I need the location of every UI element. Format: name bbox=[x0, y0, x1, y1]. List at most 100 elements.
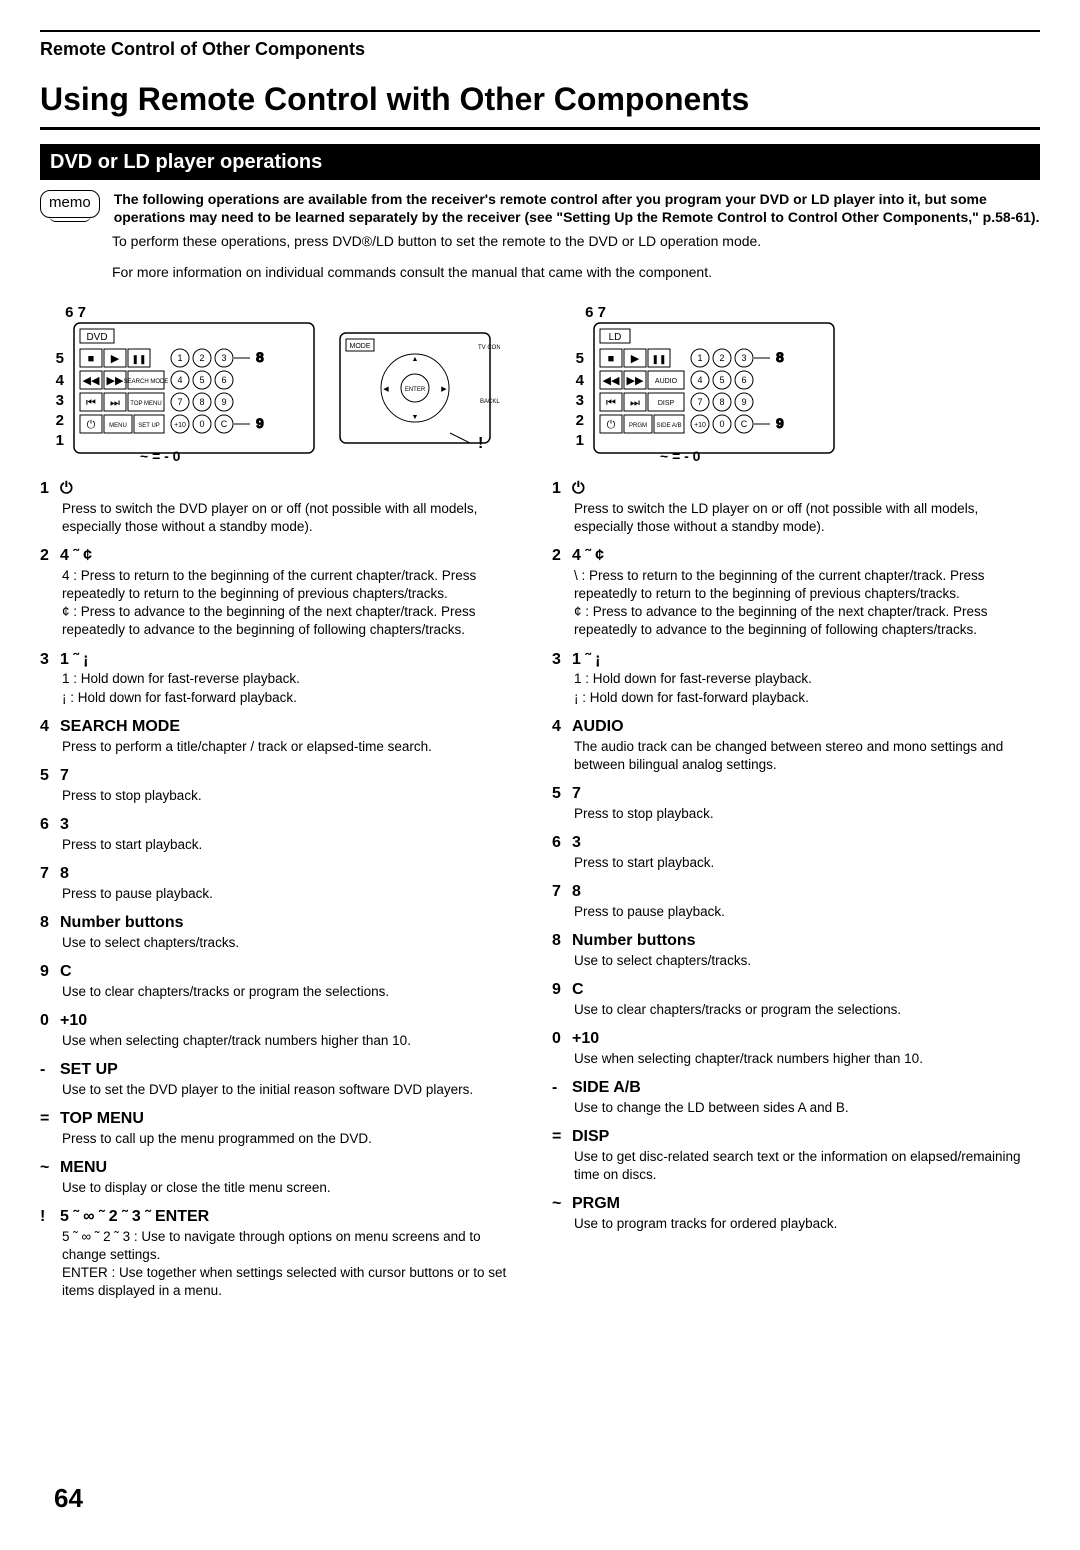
instruction-item: 9CUse to clear chapters/tracks or progra… bbox=[40, 962, 528, 1001]
instruction-label: PRGM bbox=[572, 1195, 620, 1212]
svg-text:AUDIO: AUDIO bbox=[655, 378, 678, 385]
memo-text: The following operations are available f… bbox=[114, 190, 1040, 226]
instruction-body: Press to start playback. bbox=[62, 836, 528, 854]
instruction-body: 5 ˜ ∞ ˜ 2 ˜ 3 : Use to navigate through … bbox=[62, 1228, 528, 1301]
instruction-body: Use to program tracks for ordered playba… bbox=[574, 1215, 1040, 1233]
svg-text:BACKLIGHT: BACKLIGHT bbox=[480, 399, 500, 405]
instruction-head: 78 bbox=[552, 882, 1040, 903]
svg-text:⏻: ⏻ bbox=[607, 419, 616, 431]
instruction-item: 63Press to start playback. bbox=[552, 833, 1040, 872]
svg-text:SET UP: SET UP bbox=[138, 423, 160, 429]
svg-text:LD: LD bbox=[609, 332, 622, 343]
svg-text:MODE: MODE bbox=[350, 343, 371, 350]
svg-text:7: 7 bbox=[697, 397, 702, 407]
memo-line-1: To perform these operations, press DVD®/… bbox=[112, 232, 1040, 250]
svg-text:2: 2 bbox=[56, 412, 64, 429]
instruction-item: 31 ˜ ¡ 1 : Hold down for fast-reverse pla… bbox=[40, 650, 528, 707]
svg-text:5: 5 bbox=[576, 350, 584, 367]
svg-text:▶: ▶ bbox=[441, 386, 447, 393]
svg-text:1: 1 bbox=[576, 432, 584, 449]
svg-text:5: 5 bbox=[199, 375, 204, 385]
instruction-body: Press to start playback. bbox=[574, 854, 1040, 872]
svg-text:3: 3 bbox=[576, 392, 584, 409]
svg-text:ENTER: ENTER bbox=[405, 387, 426, 393]
instruction-item: -SET UPUse to set the DVD player to the … bbox=[40, 1060, 528, 1099]
instruction-label: 1 ˜ ¡ bbox=[60, 651, 88, 668]
instruction-label: SIDE A/B bbox=[572, 1079, 641, 1096]
instruction-label: +10 bbox=[572, 1030, 599, 1047]
svg-text:6 7: 6 7 bbox=[585, 304, 606, 321]
instruction-label: ⏻ bbox=[60, 480, 73, 497]
memo-bold: The following operations are available f… bbox=[114, 191, 1040, 225]
instruction-body: Use to change the LD between sides A and… bbox=[574, 1099, 1040, 1117]
instruction-label: C bbox=[60, 963, 72, 980]
instruction-body: Press to perform a title/chapter / track… bbox=[62, 738, 528, 756]
instruction-head: ~MENU bbox=[40, 1158, 528, 1179]
instruction-body: The audio track can be changed between s… bbox=[574, 738, 1040, 774]
instruction-number: 9 bbox=[552, 980, 572, 1001]
svg-text:9: 9 bbox=[741, 397, 746, 407]
svg-text:8: 8 bbox=[776, 349, 784, 365]
instruction-body: Use to set the DVD player to the initial… bbox=[62, 1081, 528, 1099]
instruction-head: 1⏻ bbox=[40, 479, 528, 500]
svg-text:9: 9 bbox=[256, 415, 264, 431]
diag-top-num: 6 7 bbox=[65, 304, 86, 321]
svg-text:C: C bbox=[741, 419, 748, 429]
instruction-body: Use to clear chapters/tracks or program … bbox=[62, 983, 528, 1001]
svg-text:SIDE A/B: SIDE A/B bbox=[656, 423, 681, 429]
instruction-body: 4 : Press to return to the beginning of … bbox=[62, 567, 528, 640]
instruction-item: ~MENUUse to display or close the title m… bbox=[40, 1158, 528, 1197]
instruction-number: ~ bbox=[40, 1158, 60, 1179]
instruction-body: Use to get disc-related search text or t… bbox=[574, 1148, 1040, 1184]
svg-text:~ = - 0: ~ = - 0 bbox=[140, 448, 181, 463]
svg-text:⏮: ⏮ bbox=[606, 397, 616, 409]
instruction-number: 1 bbox=[552, 479, 572, 500]
memo-line-2: For more information on individual comma… bbox=[112, 263, 1040, 281]
instruction-head: 24 ˜ ¢ bbox=[40, 546, 528, 567]
svg-text:+10: +10 bbox=[174, 422, 186, 429]
svg-text:1: 1 bbox=[56, 432, 64, 449]
instruction-item: -SIDE A/BUse to change the LD between si… bbox=[552, 1078, 1040, 1117]
instruction-number: 1 bbox=[40, 479, 60, 500]
instruction-body: 1 : Hold down for fast-reverse playback.… bbox=[62, 670, 528, 706]
instruction-number: 3 bbox=[40, 650, 60, 671]
instruction-number: 3 bbox=[552, 650, 572, 671]
instruction-number: 6 bbox=[552, 833, 572, 854]
instruction-item: 4SEARCH MODEPress to perform a title/cha… bbox=[40, 717, 528, 756]
instruction-body: Press to call up the menu programmed on … bbox=[62, 1130, 528, 1148]
instruction-head: ~PRGM bbox=[552, 1194, 1040, 1215]
instruction-label: DISP bbox=[572, 1128, 609, 1145]
instruction-number: - bbox=[40, 1060, 60, 1081]
instruction-label: MENU bbox=[60, 1159, 107, 1176]
svg-text:4: 4 bbox=[177, 375, 182, 385]
svg-text:2: 2 bbox=[576, 412, 584, 429]
svg-text:6: 6 bbox=[221, 375, 226, 385]
instruction-head: !5 ˜ ∞ ˜ 2 ˜ 3 ˜ ENTER bbox=[40, 1207, 528, 1228]
svg-text:⏮: ⏮ bbox=[86, 397, 96, 409]
instruction-body: Press to pause playback. bbox=[574, 903, 1040, 921]
instruction-item: 57Press to stop playback. bbox=[552, 784, 1040, 823]
svg-text:~ = - 0: ~ = - 0 bbox=[660, 448, 701, 463]
instruction-body: Press to stop playback. bbox=[574, 805, 1040, 823]
svg-text:6: 6 bbox=[741, 375, 746, 385]
instruction-label: C bbox=[572, 981, 584, 998]
instruction-item: =DISPUse to get disc-related search text… bbox=[552, 1127, 1040, 1184]
instruction-number: 8 bbox=[552, 931, 572, 952]
svg-text:8: 8 bbox=[256, 349, 264, 365]
svg-text:2: 2 bbox=[719, 353, 724, 363]
instruction-number: - bbox=[552, 1078, 572, 1099]
page-title: Using Remote Control with Other Componen… bbox=[40, 79, 1040, 130]
instruction-number: 7 bbox=[552, 882, 572, 903]
instruction-body: 1 : Hold down for fast-reverse playback.… bbox=[574, 670, 1040, 706]
instruction-number: 8 bbox=[40, 913, 60, 934]
instruction-head: -SIDE A/B bbox=[552, 1078, 1040, 1099]
instruction-label: 4 ˜ ¢ bbox=[572, 547, 604, 564]
instruction-label: AUDIO bbox=[572, 718, 624, 735]
svg-text:3: 3 bbox=[56, 392, 64, 409]
diag-mode-label: DVD bbox=[86, 332, 107, 343]
instruction-label: 1 ˜ ¡ bbox=[572, 651, 600, 668]
svg-text:4: 4 bbox=[56, 372, 65, 389]
instruction-label: ⏻ bbox=[572, 480, 585, 497]
instruction-number: ! bbox=[40, 1207, 60, 1228]
svg-text:+10: +10 bbox=[694, 422, 706, 429]
